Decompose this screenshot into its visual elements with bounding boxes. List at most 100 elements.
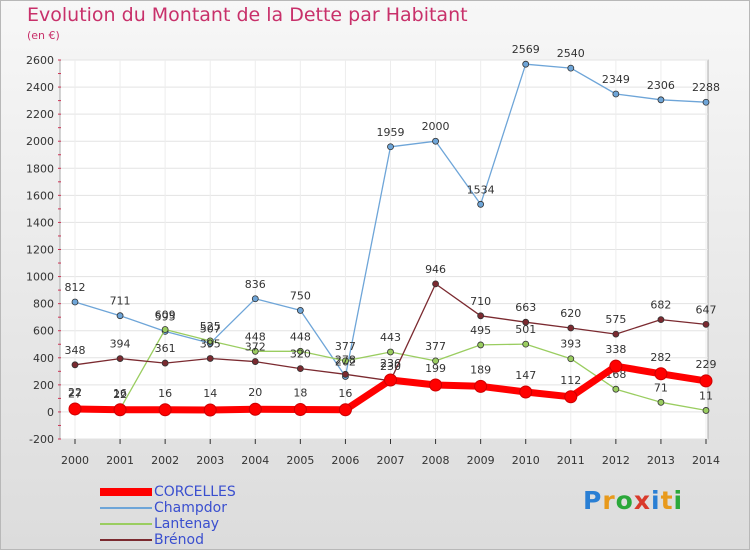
y-tick-label: 600 [33,325,54,338]
data-point [116,312,124,320]
data-point [432,357,439,365]
data-label: 20 [248,386,262,399]
data-point [522,318,530,326]
y-tick-label: 1800 [26,162,54,175]
legend-swatch [100,523,152,525]
logo-letter: o [615,486,634,515]
data-label: 395 [200,337,221,350]
data-point [477,200,485,208]
x-tick-label: 2006 [331,454,359,467]
legend: CORCELLES Champdor Lantenay Brénod [100,484,340,548]
data-label: 507 [200,322,221,335]
data-point [522,340,530,348]
data-point [71,361,79,369]
x-tick-label: 2002 [151,454,179,467]
data-point [654,367,668,381]
legend-swatch [100,507,152,509]
data-point [477,312,485,320]
data-label: 22 [68,386,82,399]
data-point [657,316,665,324]
data-point [564,390,578,404]
data-point [477,341,485,349]
data-point [161,359,169,367]
data-point [384,373,397,387]
data-label: 394 [110,338,131,351]
legend-swatch [100,539,152,541]
data-point [702,407,710,414]
y-tick-label: 1600 [26,189,54,202]
data-point [432,280,439,288]
data-point [251,358,259,365]
data-label: 320 [290,348,311,361]
data-point [474,379,488,393]
data-point [296,347,304,355]
data-point [567,355,575,363]
data-label: 495 [470,324,491,337]
x-tick-label: 2005 [286,454,314,467]
x-tick-label: 2013 [647,454,675,467]
data-point [657,398,665,406]
legend-swatch [100,488,152,496]
data-point [293,402,307,416]
data-label: 663 [515,301,536,314]
data-point [612,90,620,98]
logo-letter: i [673,486,684,515]
x-tick-label: 2004 [241,454,269,467]
data-point [296,307,304,314]
data-label: 682 [650,299,671,312]
data-label: 14 [203,387,217,400]
x-tick-label: 2009 [467,454,495,467]
x-tick-label: 2010 [512,454,540,467]
x-tick-label: 2012 [602,454,630,467]
data-label: 71 [654,381,668,394]
data-label: 11 [699,389,713,402]
y-tick-label: -200 [29,433,54,446]
data-label: 229 [696,358,717,371]
y-tick-label: 200 [33,379,54,392]
data-point [612,385,620,393]
logo-letter: i [651,486,661,515]
data-label: 22 [113,388,127,401]
data-label: 377 [335,340,356,353]
data-label: 16 [158,387,172,400]
x-tick-label: 2003 [196,454,224,467]
legend-label: Lantenay [154,516,220,532]
data-label: 1534 [467,183,495,196]
proxiti-logo: Proxiti [583,486,683,515]
data-label: 16 [113,387,127,400]
data-point [206,337,214,345]
data-label: 348 [65,344,86,357]
data-label: 372 [245,341,266,354]
legend-label: Champdor [154,500,227,516]
data-label: 609 [155,308,176,321]
y-tick-label: 0 [47,406,54,419]
data-label: 2569 [512,43,540,56]
y-tick-label: 800 [33,298,54,311]
y-tick-label: 1000 [26,271,54,284]
legend-label: Brénod [154,532,204,548]
data-label: 338 [605,343,626,356]
logo-letter: P [583,486,603,515]
data-label: 620 [560,307,581,320]
data-point [387,143,394,151]
legend-item: Brénod [100,532,340,548]
line-chart: -200 0 200 400 600 800 1000 1200 1400 1600 1800 200… [26,43,720,467]
data-label: 230 [380,360,401,373]
data-point [429,378,443,392]
legend-label: CORCELLES [154,484,236,500]
data-label: 377 [425,340,446,353]
data-point [567,64,575,72]
data-point [203,403,217,417]
data-point [342,357,349,365]
x-tick-label: 2001 [106,454,134,467]
data-label: 647 [696,303,717,316]
data-label: 812 [65,281,86,294]
y-tick-label: 1400 [26,216,54,229]
data-label: 16 [338,387,352,400]
data-label: 501 [515,323,536,336]
data-label: 525 [200,320,221,333]
data-label: 448 [245,330,266,343]
data-point [699,374,713,388]
data-label: 112 [560,374,581,387]
data-point [251,295,259,303]
